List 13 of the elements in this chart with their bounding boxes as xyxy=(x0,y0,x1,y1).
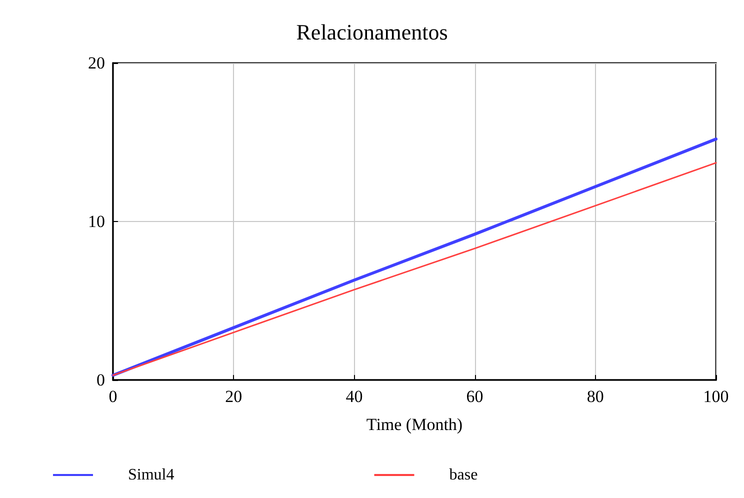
x-tick-label: 80 xyxy=(586,387,604,406)
x-tick-label: 0 xyxy=(108,387,118,406)
x-tick-label: 60 xyxy=(466,387,484,406)
legend-label: Simul4 xyxy=(128,466,174,484)
y-tick-label: 20 xyxy=(88,54,105,72)
y-tick-label: 0 xyxy=(96,370,105,390)
x-tick-label: 40 xyxy=(346,387,363,406)
x-tick-label: 100 xyxy=(703,387,729,406)
x-axis-title: Time (Month) xyxy=(366,415,463,434)
legend-label: base xyxy=(449,466,478,484)
y-tick-label: 10 xyxy=(88,212,105,231)
chart-title: Relacionamentos xyxy=(296,20,448,44)
x-tick-label: 20 xyxy=(225,387,242,406)
